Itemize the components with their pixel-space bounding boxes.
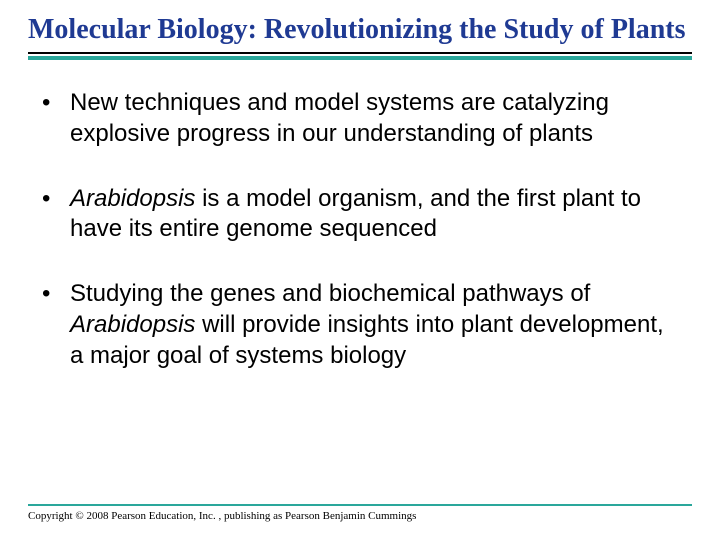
bullet-list: New techniques and model systems are cat… bbox=[36, 88, 682, 371]
title-underline-dark bbox=[28, 52, 692, 54]
slide-body: New techniques and model systems are cat… bbox=[28, 60, 692, 540]
bullet-text: New techniques and model systems are cat… bbox=[70, 89, 609, 147]
bullet-text-italic: Arabidopsis bbox=[70, 185, 195, 212]
slide-footer: Copyright © 2008 Pearson Education, Inc.… bbox=[28, 504, 692, 522]
footer-rule bbox=[28, 504, 692, 506]
bullet-item: New techniques and model systems are cat… bbox=[36, 88, 682, 149]
bullet-text-pre: Studying the genes and biochemical pathw… bbox=[70, 280, 590, 307]
bullet-item: Arabidopsis is a model organism, and the… bbox=[36, 184, 682, 245]
bullet-item: Studying the genes and biochemical pathw… bbox=[36, 279, 682, 371]
copyright-text: Copyright © 2008 Pearson Education, Inc.… bbox=[28, 510, 692, 522]
slide-container: Molecular Biology: Revolutionizing the S… bbox=[0, 0, 720, 540]
slide-title: Molecular Biology: Revolutionizing the S… bbox=[28, 14, 692, 52]
bullet-text-italic: Arabidopsis bbox=[70, 311, 195, 338]
